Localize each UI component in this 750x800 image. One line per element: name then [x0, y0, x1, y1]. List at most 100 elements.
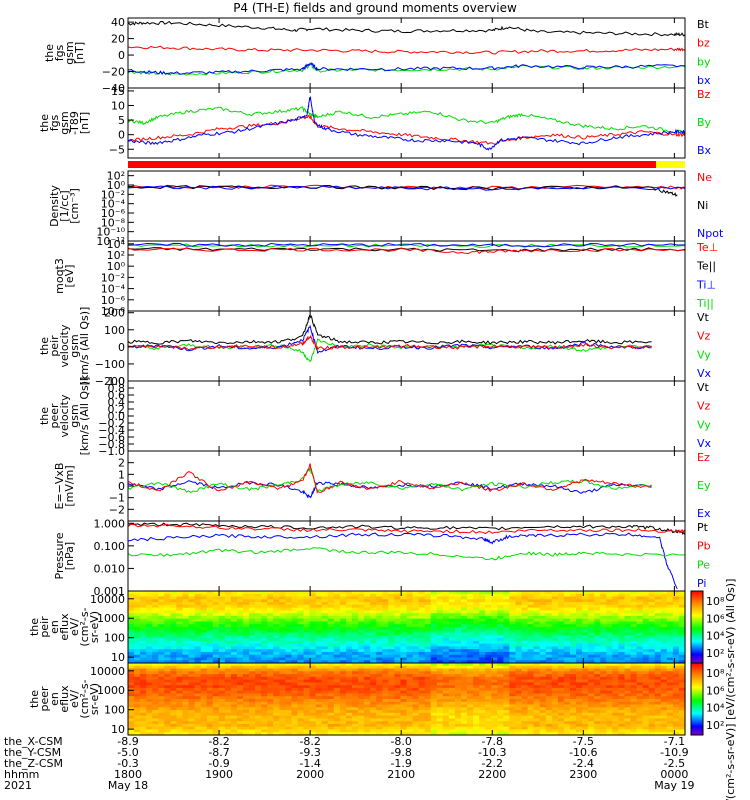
peir-velocity-ylabel: velocity	[58, 324, 71, 367]
pressure-legend-0: Pt	[697, 521, 709, 534]
efield-series-ez	[127, 463, 652, 494]
peir-eflux-colorbar-label: 10⁴	[706, 630, 725, 643]
pressure-ylabel: [nPa]	[63, 542, 76, 570]
efield-ytick-label: 0	[118, 480, 125, 493]
density-ylabel: Density	[48, 185, 61, 227]
ephemeris-value: -8.0	[390, 735, 411, 748]
peir-velocity-legend-3: Vx	[697, 367, 712, 380]
peer-eflux-ytick-label: 100	[104, 704, 125, 717]
peer-eflux-ylabel: eV/	[68, 690, 81, 708]
ephemeris-value: -9.8	[390, 746, 411, 759]
ephemeris-value: -2.2	[482, 757, 503, 770]
peer-eflux-ylabel: sr-eV)	[88, 683, 101, 715]
temperature-ytick-label: 10⁻⁶	[101, 294, 126, 307]
density-ytick-label: 10⁻⁶	[101, 207, 126, 220]
density-ylabel: [cm⁻³]	[68, 188, 81, 224]
fgs-series-bt	[127, 20, 686, 37]
peer-velocity-ytick-label: 0.0	[108, 410, 126, 423]
fgs-dsl-series-bx	[127, 95, 686, 151]
ephemeris-value: -10.9	[660, 746, 688, 759]
peir-eflux-ylabel: eV/	[68, 618, 81, 636]
ephemeris-value: 0000	[660, 768, 688, 781]
pressure-series-pi	[127, 532, 678, 590]
peir-velocity-series-vy	[127, 338, 652, 363]
efield-ytick-label: 2	[118, 457, 125, 470]
fgs-dsl-ylabel: gsm	[58, 111, 71, 134]
ephemeris-value: -5.0	[117, 746, 138, 759]
peir-velocity-series-vx	[128, 324, 652, 355]
peer-velocity-ytick-label: −0.4	[98, 424, 125, 437]
ephemeris-value: -8.7	[208, 746, 229, 759]
pressure-legend-3: Pi	[697, 577, 706, 590]
fgs-dsl-ylabel: the	[38, 114, 51, 132]
fgs-ylabel: [nT]	[73, 42, 86, 64]
temperature-legend-0: Te⊥	[696, 241, 718, 254]
ephemeris-value: 1900	[205, 768, 233, 781]
ephemeris-row-label: the_Y-CSM	[4, 746, 61, 759]
pressure-ytick-label: 0.100	[94, 540, 126, 553]
peer-velocity-ytick-label: −0.2	[98, 417, 125, 430]
peir-eflux-colorbar-label: 10⁸	[706, 595, 725, 608]
fgs-dsl-series-bz	[127, 114, 686, 145]
density-legend-0: Ne	[697, 171, 712, 184]
fgs-dsl-ytick-label: 15	[111, 85, 125, 98]
peer-eflux-spectrogram	[128, 663, 686, 736]
peer-velocity-legend-1: Vz	[697, 400, 711, 413]
ephemeris-value: -7.5	[573, 735, 594, 748]
efield-ytick-label: 1	[118, 468, 125, 481]
fgs-dsl-legend-1: By	[697, 116, 712, 129]
peir-eflux-spectrogram	[128, 591, 686, 664]
peir-velocity-ytick-label: 200	[104, 307, 125, 320]
peer-eflux-ylabel: (cm²-s-	[78, 679, 91, 718]
pressure-ytick-label: 0.001	[94, 585, 126, 598]
peer-velocity-ylabel: peer	[48, 403, 61, 429]
ephemeris-value: 2300	[569, 768, 597, 781]
fgs-dsl-series-by	[127, 106, 686, 135]
fgs-dsl-ytick-label: 5	[118, 114, 125, 127]
peer-velocity-ylabel: gsm	[68, 404, 81, 427]
fgs-dsl-ytick-label: 10	[111, 100, 125, 113]
peer-velocity-ytick-label: −0.8	[98, 438, 125, 451]
ephemeris-value: -9.3	[299, 746, 320, 759]
ephemeris-value: -7.1	[664, 735, 685, 748]
density-ytick-label: 10⁻¹²	[96, 235, 125, 248]
ephemeris-value: -10.3	[478, 746, 506, 759]
peer-eflux-frame	[127, 662, 686, 736]
peer-eflux-ytick-label: 1000	[97, 684, 125, 697]
pressure-series-pb	[127, 523, 686, 535]
temperature-ytick-label: 10²	[107, 249, 125, 262]
fgs-ytick-label: 40	[111, 16, 125, 29]
text-layer: Btbzbybx40200−20−40thefgsgsm[nT]BzByBx15…	[4, 16, 737, 800]
density-ytick-label: 10⁻¹⁰	[96, 226, 125, 239]
ephemeris-value: 1800	[114, 768, 142, 781]
peir-velocity-ytick-label: 0	[118, 341, 125, 354]
fgs-legend-3: bx	[697, 74, 711, 87]
peer-velocity-ytick-label: 1.0	[108, 375, 126, 388]
temperature-legend-1: Te||	[696, 260, 716, 273]
temperature-ylabel: [eV]	[63, 265, 76, 288]
plot-layer	[127, 17, 704, 736]
fgs-ytick-label: −40	[102, 82, 125, 95]
temperature-legend-3: Ti||	[696, 297, 714, 310]
fgs-dsl-legend-2: Bx	[697, 144, 712, 157]
efield-ytick-label: −2	[109, 503, 125, 516]
peer-eflux-colorbar	[690, 662, 704, 736]
peir-eflux-ytick-label: 10000	[90, 593, 125, 606]
peer-velocity-frame	[127, 380, 686, 452]
pressure-series-pt	[127, 522, 686, 536]
peir-eflux-ylabel: sr-eV)	[88, 611, 101, 643]
fgs-series-bx	[127, 61, 685, 76]
efield-ylabel: [mV/m]	[63, 465, 76, 506]
peir-velocity-ytick-label: −200	[95, 375, 125, 388]
density-ytick-label: 10⁻⁴	[101, 198, 126, 211]
temperature-ytick-label: 10⁻⁴	[101, 283, 126, 296]
pressure-series-pe	[127, 547, 686, 561]
ephemeris-value: -1.4	[299, 757, 320, 770]
efield-ytick-label: −1	[109, 492, 125, 505]
peir-eflux-colorbar	[690, 590, 704, 664]
peir-eflux-colorbar-label: 10²	[706, 647, 724, 660]
peir-eflux-ylabel: peir	[38, 616, 51, 638]
temperature-ytick-label: 10⁻⁸	[101, 305, 126, 318]
peir-eflux-ylabel: en	[48, 620, 61, 634]
